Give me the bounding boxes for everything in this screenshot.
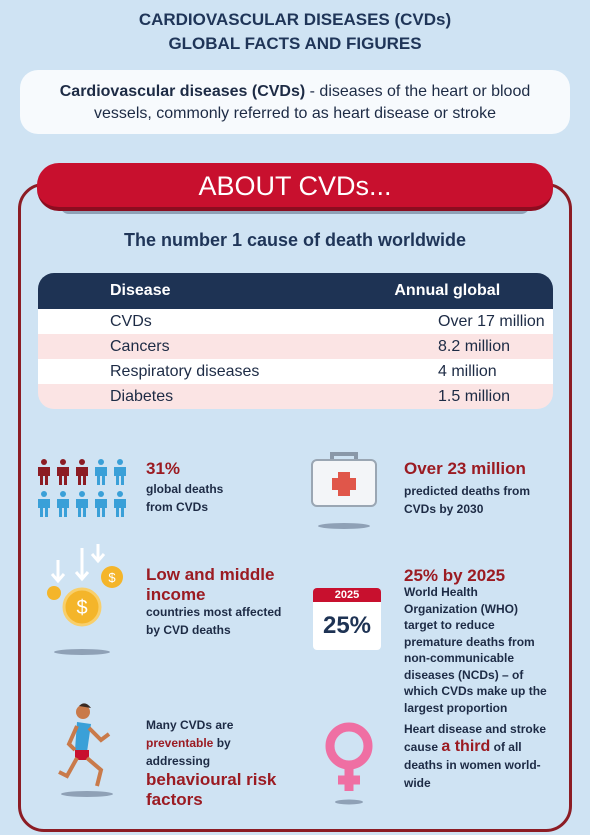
person <box>38 459 50 485</box>
fact-text: Many CVDs are preventable by addressing … <box>146 716 296 810</box>
headline: Over 23 million <box>404 459 526 478</box>
table: Disease Annual global deaths CVDs Over 17 … <box>38 273 553 409</box>
runner-icon <box>58 703 113 797</box>
emphasis: behavioural risk factors <box>146 770 277 809</box>
person <box>57 491 69 517</box>
subtitle: The number 1 cause of death worldwide <box>123 230 467 250</box>
person <box>38 491 50 517</box>
emphasis: preventable <box>146 736 214 750</box>
fact-text: of all deaths in women world-wide <box>404 740 541 790</box>
person <box>95 491 107 517</box>
fact-text: predicted deaths from CVDs by 2030 <box>404 484 531 516</box>
headline: 31% <box>146 459 181 478</box>
fact-text: Heart disease and stroke cause <box>404 722 547 754</box>
calendar-icon: 2025 25% <box>313 588 381 663</box>
table-cell: Over 17 million <box>438 313 545 330</box>
fact-text: by addressing <box>146 736 231 768</box>
person <box>114 491 126 517</box>
person <box>57 459 69 485</box>
person <box>114 459 126 485</box>
calendar-value: 25% <box>313 602 381 650</box>
table-row: Diabetes 1.5 million <box>38 384 553 409</box>
banner: ABOUT CVDs... <box>37 163 553 211</box>
person <box>76 459 88 485</box>
fact-text: World Health Organization (WHO) target t… <box>404 585 547 715</box>
headline: 25% by 2025 <box>404 566 506 585</box>
table-cell: 4 million <box>438 363 497 380</box>
definition: Cardiovascular diseases (CVDs) - disease… <box>20 70 570 134</box>
fact-text: countries most affected by CVD deaths <box>146 605 282 637</box>
headline: Low and middle income <box>146 565 275 604</box>
first-aid-icon <box>311 452 377 529</box>
fact-text: Heart disease and stroke cause a third o… <box>404 720 549 792</box>
term: Cardiovascular diseases (CVDs) <box>59 83 306 100</box>
table-cell: CVDs <box>110 313 152 330</box>
person <box>95 459 107 485</box>
column-header: Annual global deaths <box>394 282 501 335</box>
emphasis: a third <box>441 738 491 755</box>
title: GLOBAL FACTS AND FIGURES <box>168 34 422 53</box>
column-header: Disease <box>110 282 171 299</box>
calendar-year: 2025 <box>313 588 381 602</box>
table-cell: 8.2 million <box>438 338 511 355</box>
coins-icon: $ $ <box>47 544 123 655</box>
table-row: Respiratory diseases 4 million <box>38 359 553 384</box>
fact-text: global deaths from CVDs <box>146 482 224 514</box>
female-icon <box>325 722 373 805</box>
table-row: CVDs Over 17 million <box>38 309 553 334</box>
table-cell: Respiratory diseases <box>110 363 260 380</box>
fact-text: Many CVDs are <box>146 718 234 732</box>
table-cell: Cancers <box>110 338 170 355</box>
definition-text: - diseases of the heart or blood vessels… <box>94 83 531 122</box>
person <box>76 491 88 517</box>
people-icon <box>38 459 126 517</box>
title: CARDIOVASCULAR DISEASES (CVDs) <box>138 10 452 29</box>
header-row: Disease Annual global deaths <box>38 273 553 335</box>
table-cell: Diabetes <box>110 388 174 405</box>
table-row: Cancers 8.2 million <box>38 334 553 359</box>
svg-text:$: $ <box>108 570 116 585</box>
table-cell: 1.5 million <box>438 388 511 405</box>
svg-text:$: $ <box>76 597 87 619</box>
